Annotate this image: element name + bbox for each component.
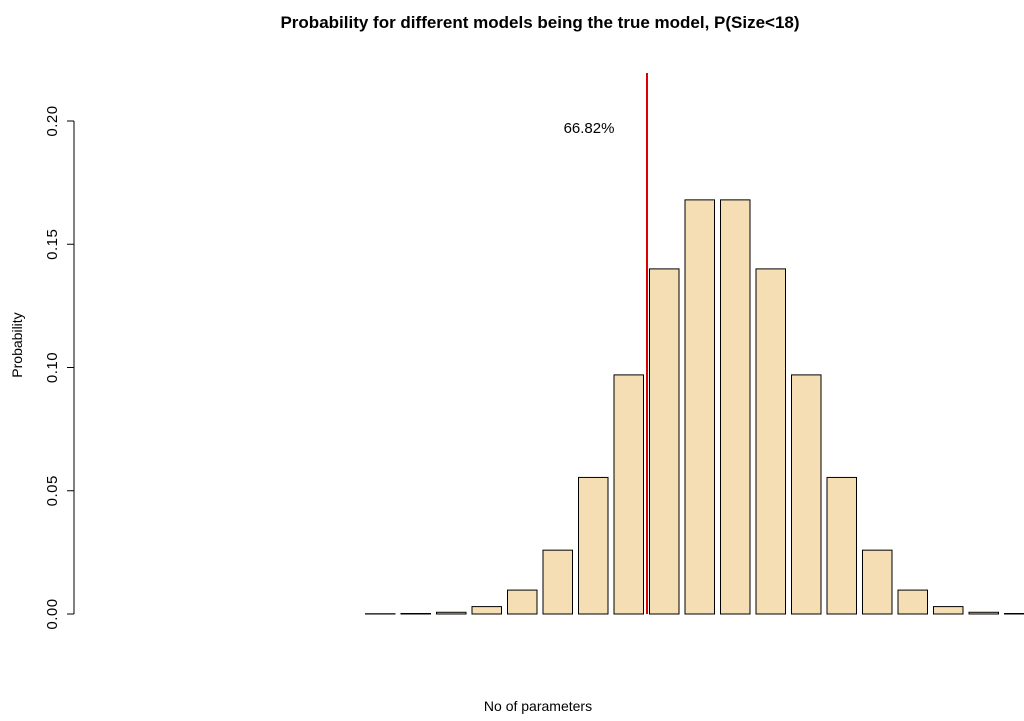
bar — [756, 269, 786, 614]
bar — [685, 200, 715, 614]
y-axis: 0.00 0.05 0.10 0.15 0.20 — [44, 105, 74, 629]
bar — [934, 607, 964, 614]
bar — [508, 590, 538, 614]
y-tick-label: 0.15 — [44, 229, 61, 260]
bar — [472, 607, 502, 614]
y-axis-label: Probability — [9, 312, 25, 377]
bar — [898, 590, 928, 614]
bar — [614, 375, 644, 614]
chart-title: Probability for different models being t… — [280, 13, 799, 32]
y-tick-label: 0.10 — [44, 352, 61, 383]
y-tick-label: 0.00 — [44, 598, 61, 629]
x-axis-label: No of parameters — [484, 698, 592, 714]
bar — [969, 612, 999, 614]
bar — [827, 477, 857, 614]
bar — [792, 375, 822, 614]
bars-group — [366, 200, 1024, 614]
bar — [579, 477, 609, 614]
y-tick-label: 0.20 — [44, 105, 61, 136]
bar — [863, 550, 893, 614]
y-tick-label: 0.05 — [44, 475, 61, 506]
bar — [650, 269, 680, 614]
bar — [721, 200, 751, 614]
bar — [437, 612, 467, 614]
threshold-annotation: 66.82% — [564, 120, 615, 137]
bar — [543, 550, 573, 614]
